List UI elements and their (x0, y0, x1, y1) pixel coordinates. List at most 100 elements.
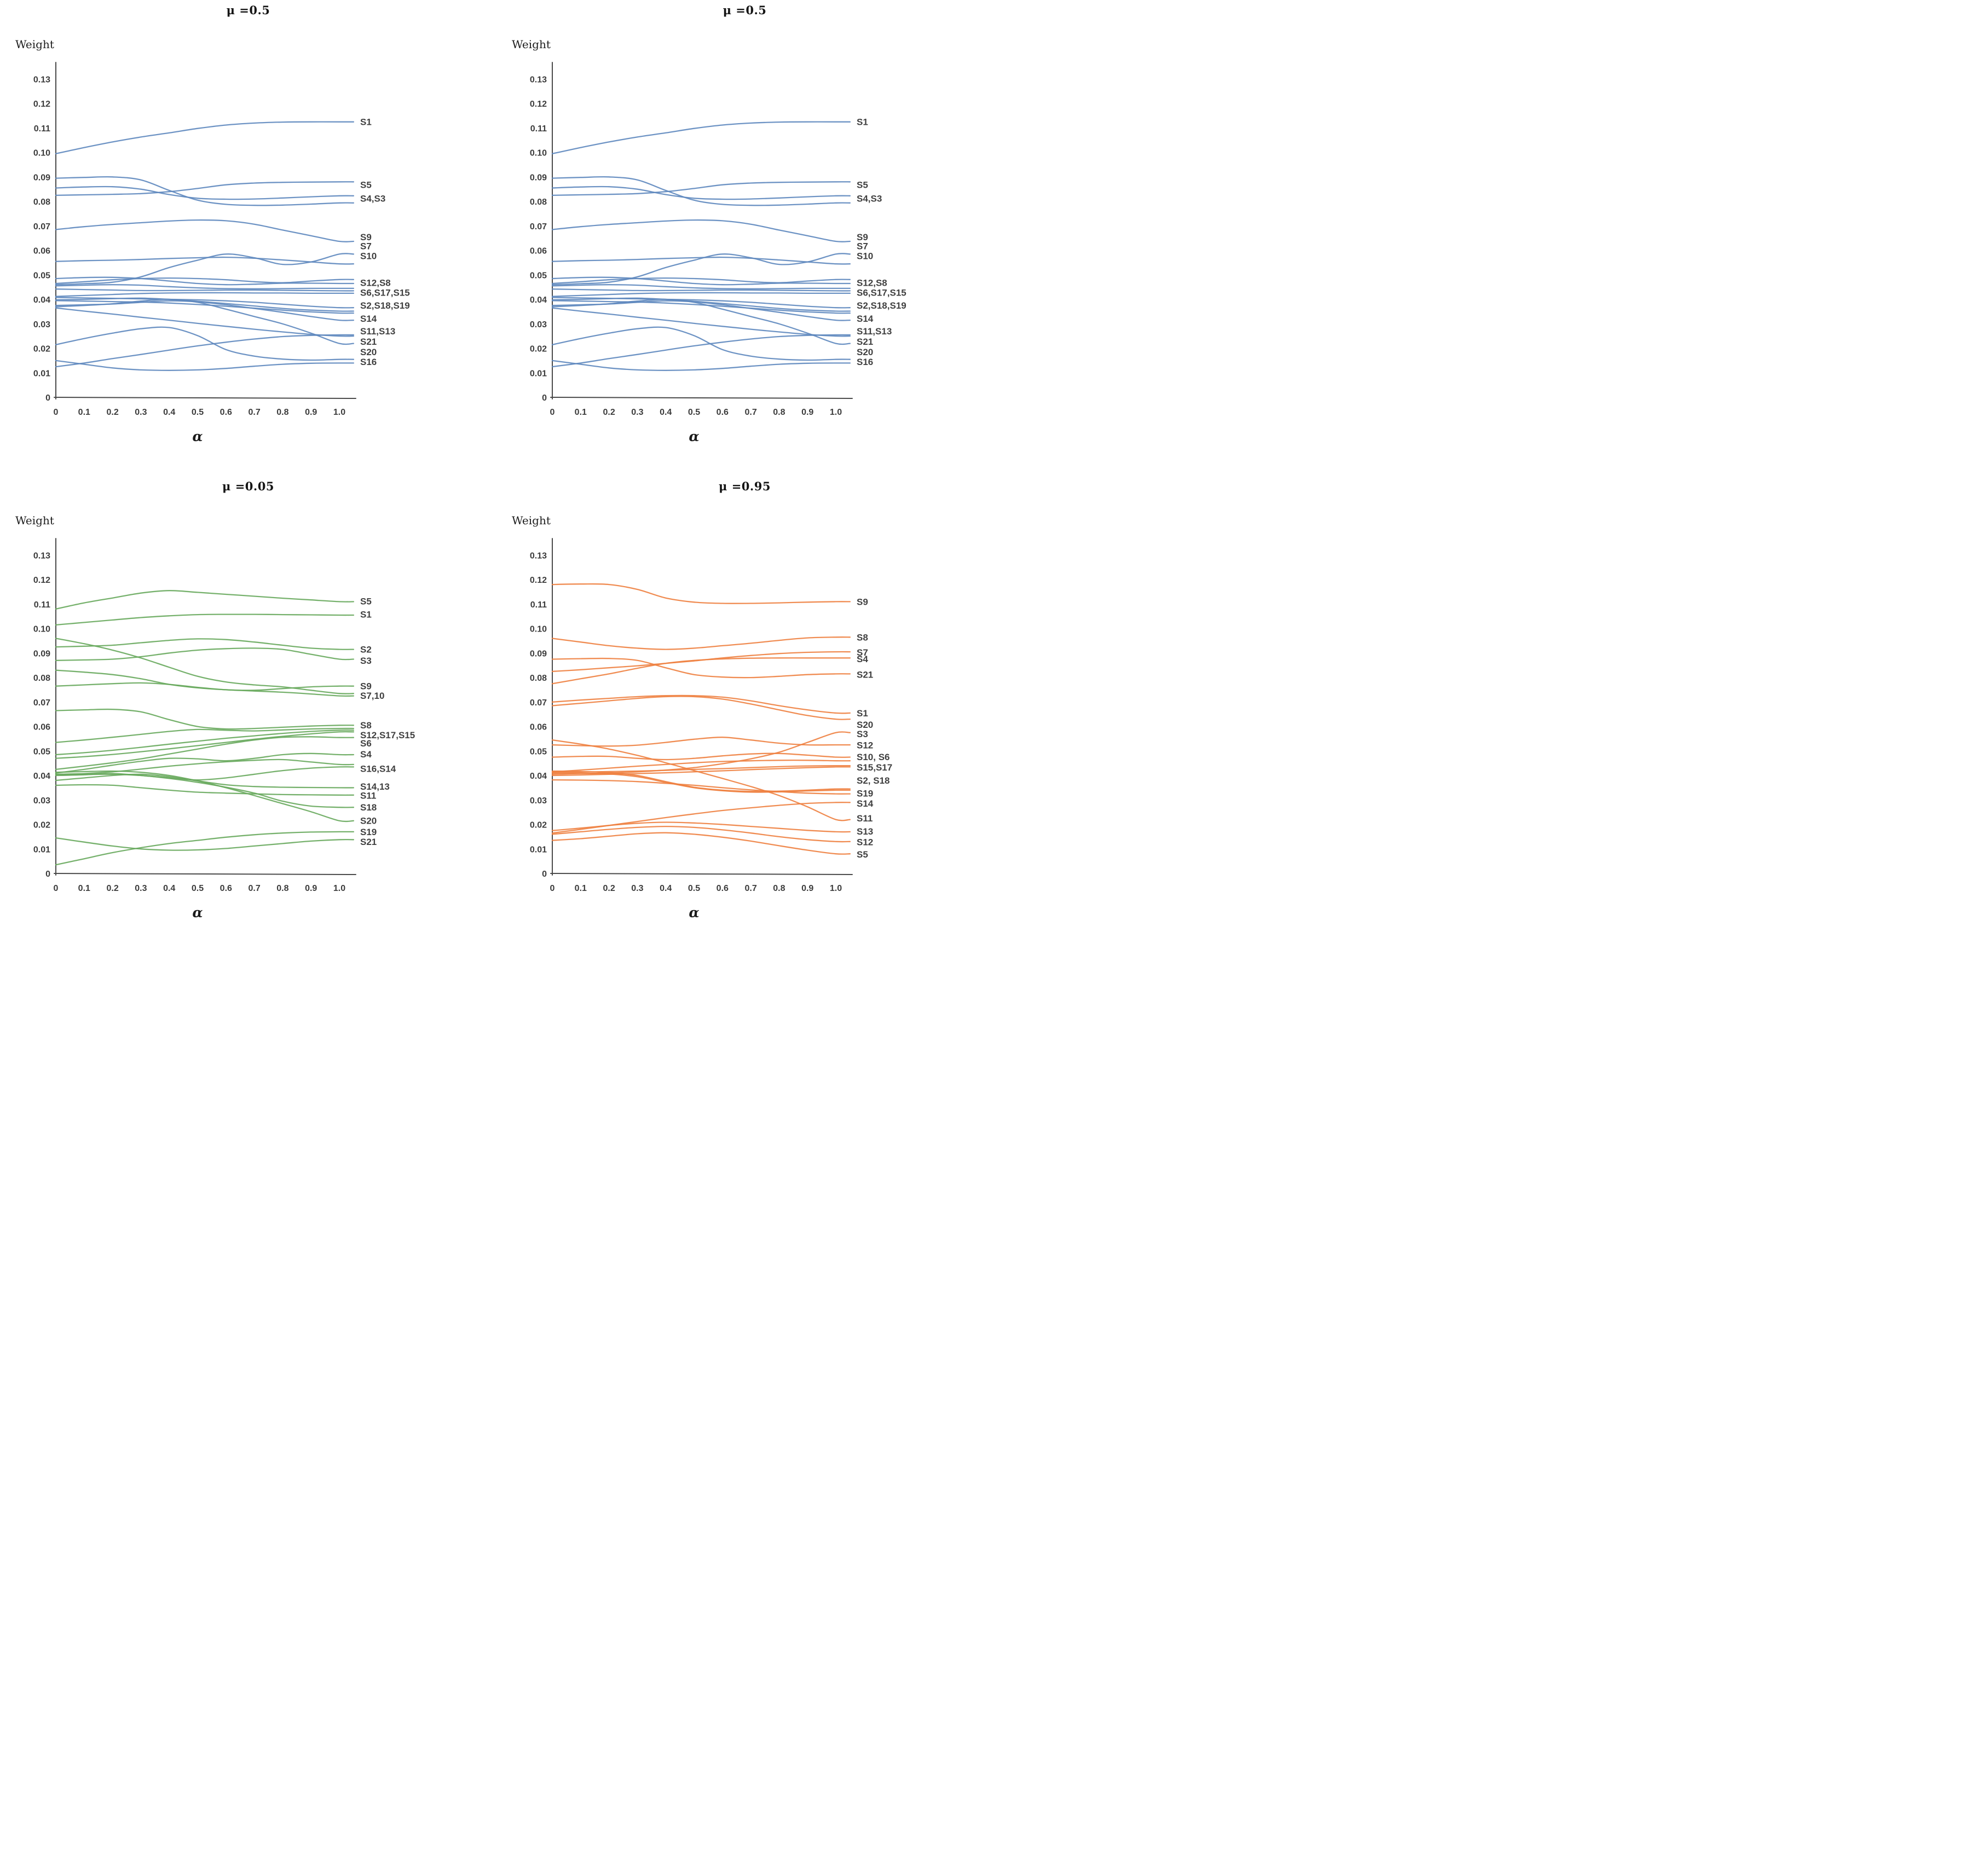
y-tick-label: 0.01 (530, 369, 547, 378)
series-label: S12 (857, 837, 873, 848)
axes (54, 62, 356, 399)
x-tick-label: 0.5 (688, 408, 700, 417)
series-label: S10 (360, 251, 377, 261)
x-tick-label: 0.9 (305, 408, 317, 417)
series-line-S13 (551, 307, 851, 337)
series-label: S16 (360, 357, 377, 367)
series-label: S9 (857, 597, 868, 607)
series-label: S9 (360, 232, 372, 242)
series-line-S21 (55, 837, 355, 851)
series-line-S8 (55, 708, 355, 730)
chart-canvas-mu095: 0 0.01 0.02 0.03 0.04 0.05 0.06 0.07 0.08 0.09 0.1… (512, 514, 892, 920)
x-tick-label: 0.8 (773, 884, 785, 893)
series-line-S5 (55, 181, 355, 196)
series-line-S12 (551, 277, 851, 285)
series-label: S19 (857, 789, 873, 799)
series-label: S16,S14 (360, 764, 396, 774)
x-tick-labels: 0 0.1 0.2 0.3 0.4 0.5 0.6 0.7 0.8 0.9 1.0 (54, 884, 346, 893)
series-line-S2 (55, 638, 355, 650)
x-tick-label: 1.0 (333, 884, 345, 893)
x-tick-label: 0 (550, 408, 555, 417)
x-tick-label: 0.7 (248, 408, 260, 417)
y-tick-label: 0.04 (33, 296, 50, 305)
series-line-S9 (551, 583, 851, 604)
y-tick-label: 0 (45, 393, 50, 403)
x-tick-label: 0.1 (575, 408, 587, 417)
series-line-S17 (55, 729, 355, 756)
x-tick-label: 0.7 (248, 884, 260, 893)
series-line-S16 (55, 360, 355, 371)
y-tick-label: 0.07 (33, 698, 50, 708)
y-tick-label: 0.03 (530, 320, 547, 329)
series-lines (551, 121, 851, 371)
y-tick-label: 0.05 (530, 271, 547, 280)
y-tick-label: 0.03 (530, 796, 547, 806)
y-axis-title: Weight (512, 38, 551, 51)
chart-title-mu095: μ =0.95 (719, 479, 771, 493)
series-line-S7 (55, 253, 355, 286)
y-tick-label: 0.04 (33, 772, 50, 781)
series-line-S7 (551, 253, 851, 286)
series-line-S11 (55, 334, 355, 368)
series-label: S1 (360, 610, 372, 620)
y-tick-label: 0.10 (530, 625, 547, 634)
axes (550, 538, 853, 876)
x-tick-label: 0.8 (773, 408, 785, 417)
series-line-S4 (55, 186, 355, 200)
series-label: S14 (857, 798, 874, 809)
x-tick-label: 0.4 (660, 408, 672, 417)
y-tick-label: 0.11 (34, 124, 50, 134)
series-line-S14 (55, 300, 355, 321)
x-tick-label: 0.3 (631, 884, 643, 893)
y-tick-label: 0.08 (530, 674, 547, 683)
x-tick-labels: 0 0.1 0.2 0.3 0.4 0.5 0.6 0.7 0.8 0.9 1.0 (550, 884, 842, 893)
x-axis-line (54, 873, 356, 875)
y-tick-label: 0.11 (530, 600, 547, 610)
series-line-S16 (551, 825, 851, 843)
series-line-S4 (55, 752, 355, 774)
y-tick-label: 0.10 (33, 625, 50, 634)
x-axis-line (550, 873, 853, 875)
x-tick-label: 0.9 (801, 884, 813, 893)
series-line-S5 (551, 181, 851, 196)
series-line-S19 (55, 831, 355, 866)
x-tick-label: 0.4 (163, 884, 175, 893)
series-line-S12 (55, 727, 355, 743)
series-label: S20 (857, 347, 873, 357)
series-line-S9 (55, 682, 355, 691)
series-lines (55, 590, 355, 866)
y-tick-labels: 0 0.01 0.02 0.03 0.04 0.05 0.06 0.07 0.08 0.09 0.1… (530, 551, 547, 879)
series-line-S20 (551, 326, 851, 361)
series-label: S7,10 (360, 691, 384, 701)
series-label: S2,S18,S19 (857, 300, 906, 311)
x-tick-label: 0.6 (717, 408, 729, 417)
series-line-S1 (55, 613, 355, 626)
y-tick-label: 0.09 (530, 649, 547, 658)
y-tick-label: 0.02 (33, 821, 50, 830)
x-tick-label: 0.4 (163, 408, 175, 417)
series-label: S21 (360, 837, 377, 847)
series-line-S8 (55, 276, 355, 286)
y-axis-title: Weight (512, 514, 551, 527)
series-label: S13 (857, 826, 873, 837)
series-line-S1 (55, 121, 355, 154)
x-tick-label: 0.1 (575, 884, 587, 893)
y-tick-label: 0.08 (530, 198, 547, 207)
series-line-S6 (55, 736, 355, 771)
series-label: S12,S17,S15 (360, 730, 415, 740)
series-label: S7 (360, 241, 372, 252)
series-label: S11,S13 (857, 326, 892, 337)
series-line-S7 (55, 638, 355, 694)
y-tick-label: 0.12 (530, 576, 547, 585)
x-tick-label: 0 (550, 884, 555, 893)
y-tick-label: 0.02 (530, 821, 547, 830)
series-label: S21 (857, 337, 873, 347)
series-label: S4 (360, 749, 372, 760)
chart-panel-mu05-right: μ =0.5 0 0.01 0.02 0.03 0.04 0.05 0.06 0.07 0.08… (496, 3, 993, 454)
series-label: S8 (857, 632, 868, 642)
x-tick-label: 0.4 (660, 884, 672, 893)
series-label: S5 (360, 180, 372, 190)
series-line-S15 (551, 292, 851, 297)
